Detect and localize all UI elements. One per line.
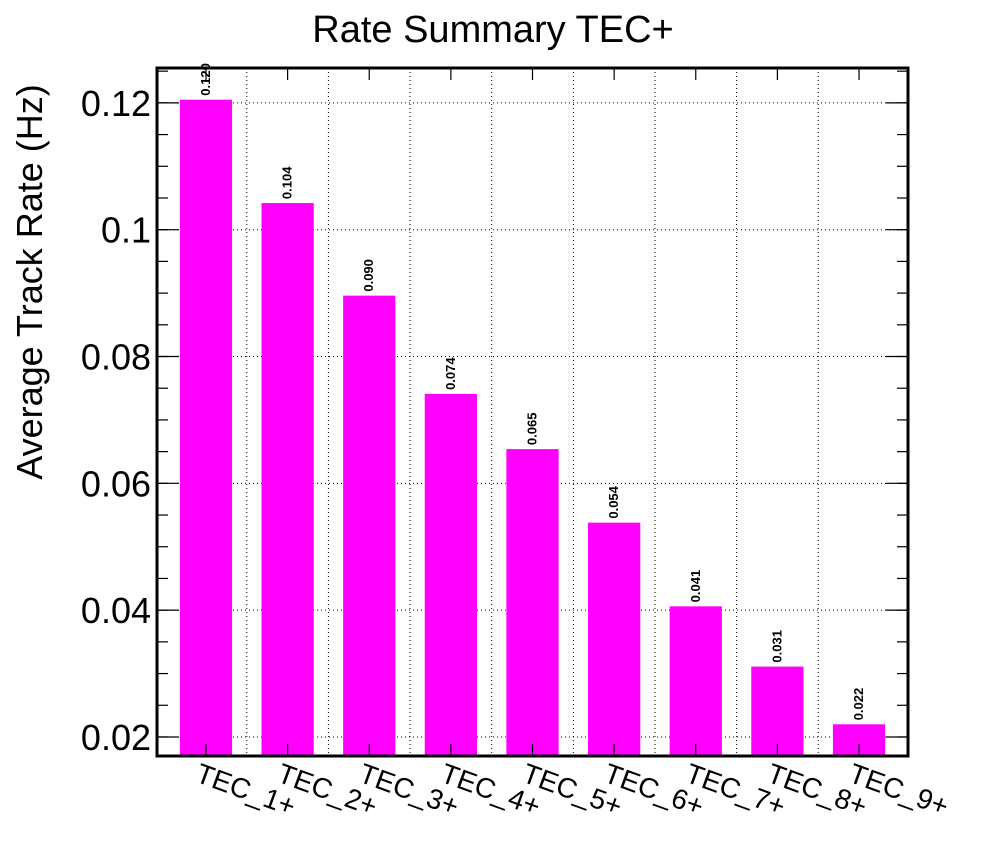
y-tick-label: 0.08 [81, 337, 151, 378]
bar [751, 666, 804, 756]
grid [157, 68, 908, 756]
value-label: 0.074 [443, 357, 458, 390]
chart-title: Rate Summary TEC+ [312, 9, 673, 51]
value-labels: 0.120 0.104 0.090 0.074 0.065 0.054 0.041 0.031… [198, 63, 866, 720]
y-tick-label: 0.1 [101, 210, 151, 251]
bar [424, 393, 477, 756]
x-tick-labels: TEC_1+TEC_2+TEC_3+TEC_4+TEC_5+TEC_6+TEC_… [192, 758, 953, 823]
bar [179, 99, 233, 756]
value-label: 0.022 [851, 688, 866, 721]
y-tick-label: 0.02 [81, 717, 151, 758]
bars [179, 99, 886, 756]
value-label: 0.031 [769, 630, 784, 663]
y-axis-label: Average Track Rate (Hz) [9, 84, 50, 479]
plot-frame [155, 66, 910, 758]
axis-ticks [157, 68, 908, 756]
bar [669, 606, 722, 756]
y-tick-label: 0.12 [81, 83, 151, 124]
y-tick-labels: 0.02 0.04 0.06 0.08 0.1 0.12 [81, 83, 151, 758]
y-tick-label: 0.06 [81, 463, 151, 504]
y-tick-label: 0.04 [81, 590, 151, 631]
value-label: 0.065 [525, 413, 540, 446]
bar [343, 295, 396, 756]
value-label: 0.120 [198, 63, 213, 96]
bar [506, 449, 559, 756]
value-label: 0.090 [361, 259, 376, 292]
bar [261, 203, 314, 756]
value-label: 0.104 [280, 166, 295, 199]
value-label: 0.054 [606, 485, 621, 518]
value-label: 0.041 [688, 570, 703, 603]
bar [588, 522, 641, 756]
